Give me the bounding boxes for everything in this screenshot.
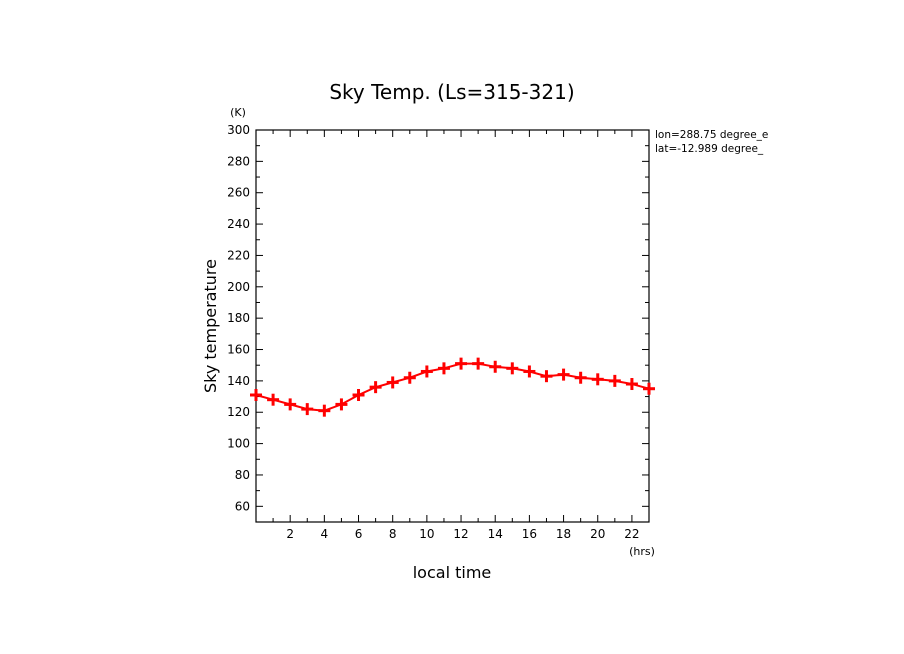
y-tick-label: 100: [227, 437, 250, 451]
data-point-marker: [352, 388, 365, 401]
data-point-marker: [369, 381, 382, 394]
axis-tick-labels: 2 4 6 8 10 12 14 16 18 20 22 60 80 100 120 140 160 180 200…: [227, 123, 639, 541]
y-tick-label: 260: [227, 186, 250, 200]
data-point-marker: [455, 357, 468, 370]
axis-ticks: [256, 130, 649, 522]
plot-area-frame: [255, 129, 650, 523]
data-point-marker: [335, 398, 348, 411]
data-point-marker: [591, 373, 604, 386]
x-tick-label: 12: [453, 527, 468, 541]
x-tick-label: 16: [522, 527, 537, 541]
x-tick-label: 20: [590, 527, 605, 541]
y-tick-label: 300: [227, 123, 250, 137]
y-tick-label: 120: [227, 405, 250, 419]
data-point-marker: [472, 357, 485, 370]
y-tick-label: 160: [227, 343, 250, 357]
y-axis-unit: (K): [230, 106, 246, 119]
data-point-marker: [608, 374, 621, 387]
chart-title: Sky Temp. (Ls=315-321): [329, 80, 574, 104]
data-point-marker: [489, 360, 502, 373]
y-tick-label: 180: [227, 311, 250, 325]
data-point-marker: [523, 365, 536, 378]
series-line: [255, 362, 650, 412]
y-tick-label: 200: [227, 280, 250, 294]
x-tick-label: 4: [321, 527, 329, 541]
x-tick-label: 6: [355, 527, 363, 541]
y-tick-label: 140: [227, 374, 250, 388]
data-point-marker: [643, 382, 655, 395]
longitude-annotation: lon=288.75 degree_e: [655, 129, 768, 141]
data-point-marker: [386, 376, 399, 389]
data-point-marker: [301, 403, 314, 416]
x-tick-label: 8: [389, 527, 397, 541]
data-point-marker: [625, 378, 638, 391]
y-tick-label: 80: [235, 468, 250, 482]
x-tick-label: 14: [488, 527, 503, 541]
x-tick-label: 22: [624, 527, 639, 541]
latitude-annotation: lat=-12.989 degree_: [655, 143, 764, 155]
y-tick-label: 60: [235, 499, 250, 513]
data-point-marker: [267, 393, 280, 406]
series-markers: [250, 357, 655, 417]
data-point-marker: [318, 404, 331, 417]
data-point-marker: [540, 370, 553, 383]
data-point-marker: [250, 388, 262, 401]
data-point-marker: [557, 368, 570, 381]
data-point-marker: [437, 362, 450, 375]
data-point-marker: [403, 371, 416, 384]
x-axis-label: local time: [413, 563, 492, 582]
y-tick-label: 220: [227, 248, 250, 262]
data-point-marker: [574, 371, 587, 384]
x-axis-unit: (hrs): [629, 545, 655, 558]
y-tick-label: 240: [227, 217, 250, 231]
data-point-marker: [506, 362, 519, 375]
data-point-marker: [420, 365, 433, 378]
x-tick-label: 10: [419, 527, 434, 541]
data-point-marker: [284, 398, 297, 411]
x-tick-label: 18: [556, 527, 571, 541]
y-tick-label: 280: [227, 154, 250, 168]
x-tick-label: 2: [286, 527, 294, 541]
y-axis-label: Sky temperature: [201, 259, 220, 393]
